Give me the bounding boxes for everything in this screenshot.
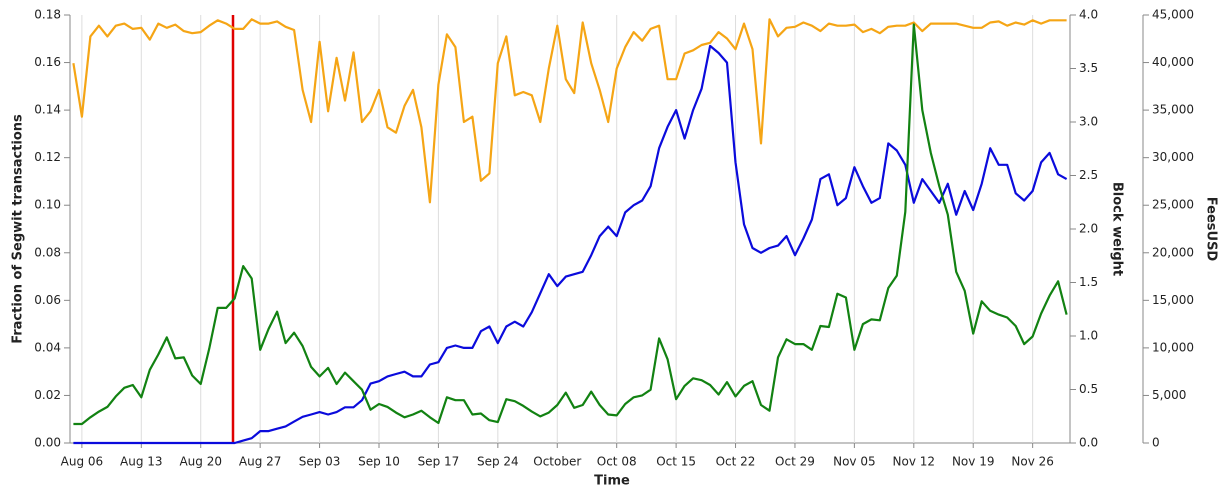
series-line	[72, 18, 1067, 204]
tick-label: 15,000	[1152, 293, 1194, 307]
tick-label: 0.5	[1079, 382, 1098, 396]
tick-label: 0.12	[34, 150, 61, 164]
tick-label: 0.06	[34, 293, 61, 307]
y2-axis-title: Block weight	[1110, 182, 1125, 276]
y3-axis-title: FeesUSD	[1204, 197, 1219, 262]
x-tick-label: Oct 08	[597, 455, 637, 469]
x-tick-label: Nov 26	[1011, 455, 1054, 469]
tick-label: 0	[1152, 436, 1160, 450]
tick-label: 0.16	[34, 55, 61, 69]
tick-label: 1.0	[1079, 329, 1098, 343]
tick-label: 30,000	[1152, 150, 1194, 164]
tick-label: 45,000	[1152, 8, 1194, 22]
tick-label: 0.02	[34, 388, 61, 402]
x-tick-label: Nov 19	[952, 455, 995, 469]
tick-label: 40,000	[1152, 55, 1194, 69]
x-tick-label: Sep 03	[299, 455, 341, 469]
tick-label: 3.5	[1079, 61, 1098, 75]
tick-label: 2.0	[1079, 222, 1098, 236]
tick-label: 0.00	[34, 436, 61, 450]
series-line	[73, 44, 1068, 445]
x-tick-label: Sep 17	[418, 455, 460, 469]
y-axis-title: Fraction of Segwit transactions	[11, 114, 26, 344]
tick-label: 0.04	[34, 340, 61, 354]
x-tick-label: Oct 15	[656, 455, 696, 469]
x-tick-label: Nov 05	[833, 455, 876, 469]
x-tick-label: Aug 13	[120, 455, 163, 469]
x-tick-label: Aug 06	[61, 455, 104, 469]
tick-label: 2.5	[1079, 168, 1098, 182]
tick-label: 3.0	[1079, 115, 1098, 129]
series-line	[73, 23, 1068, 426]
x-tick-label: Oct 22	[716, 455, 756, 469]
x-tick-label: Sep 24	[477, 455, 519, 469]
x-tick-label: Oct 29	[775, 455, 815, 469]
x-tick-label: Nov 12	[893, 455, 936, 469]
tick-label: 20,000	[1152, 245, 1194, 259]
tick-label: 0.0	[1079, 436, 1098, 450]
x-tick-label: Aug 27	[239, 455, 282, 469]
tick-label: 25,000	[1152, 198, 1194, 212]
tick-label: 0.10	[34, 198, 61, 212]
x-tick-label: Aug 20	[179, 455, 222, 469]
tick-label: 1.5	[1079, 275, 1098, 289]
tick-label: 35,000	[1152, 103, 1194, 117]
tick-label: 4.0	[1079, 8, 1098, 22]
x-tick-label: Sep 10	[358, 455, 400, 469]
tick-label: 0.08	[34, 245, 61, 259]
tick-label: 10,000	[1152, 340, 1194, 354]
tick-label: 5,000	[1152, 388, 1186, 402]
x-axis-title: Time	[594, 474, 630, 489]
x-tick-label: October	[533, 455, 581, 469]
tick-label: 0.18	[34, 8, 61, 22]
tick-label: 0.14	[34, 103, 61, 117]
